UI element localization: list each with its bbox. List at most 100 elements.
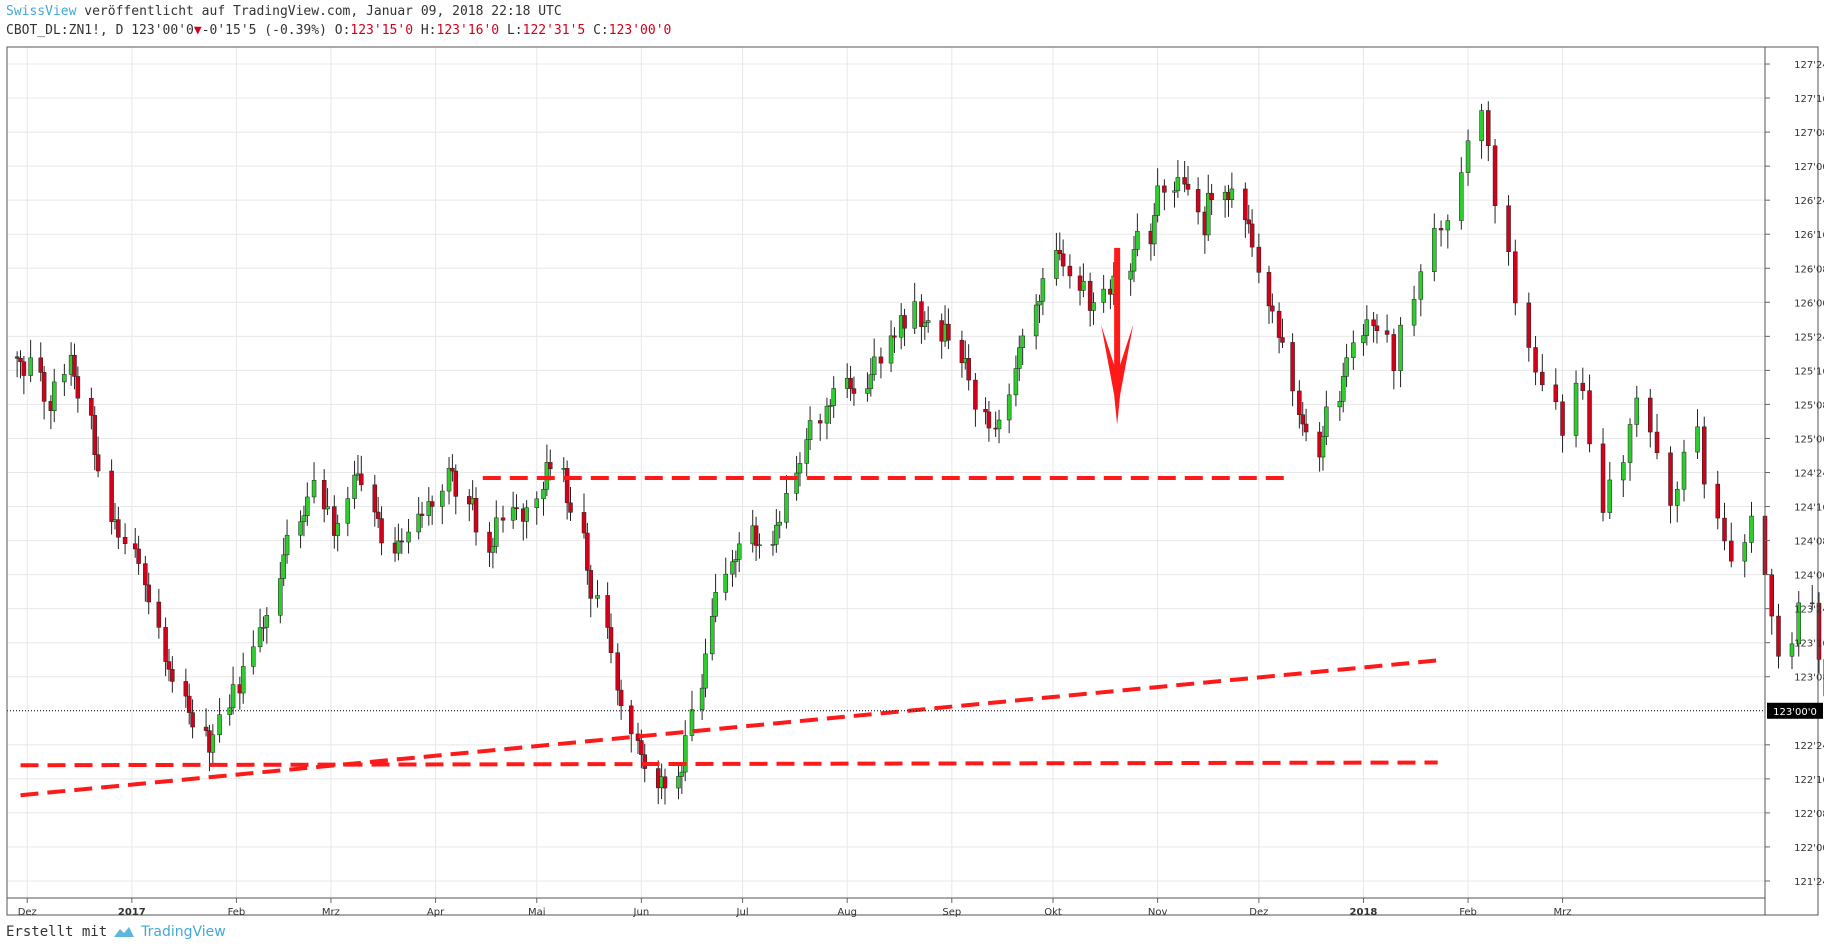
candle-down: [1560, 401, 1565, 436]
candle-up: [335, 523, 340, 536]
time-axis: Dez 2017 Feb Mrz Apr Mai Jun Jul Aug Sep Okt Nov Dez…: [18, 898, 1572, 918]
tradingview-logo-text[interactable]: TradingView: [141, 924, 226, 940]
candle-down: [1182, 177, 1187, 185]
candle-down: [1729, 540, 1734, 562]
candle-down: [132, 543, 138, 550]
candle-down: [1374, 325, 1380, 331]
candle-down: [851, 388, 857, 394]
candle-down: [203, 726, 209, 731]
candle-up: [774, 524, 779, 545]
x-tick-label: Dez: [18, 907, 37, 918]
candle-up: [868, 374, 874, 389]
candle-down: [1600, 443, 1606, 513]
candle-up: [1172, 190, 1177, 193]
candle-down: [817, 420, 823, 424]
x-tick-label: Feb: [1459, 907, 1477, 918]
candle-up: [1017, 347, 1022, 369]
candle-up: [261, 627, 266, 629]
candle-up: [230, 684, 236, 709]
close-label: C:: [593, 23, 609, 38]
candle-down: [1654, 431, 1660, 454]
candle-down: [1540, 371, 1545, 386]
y-tick-label: 123'16'0: [1794, 639, 1824, 650]
candle-up: [777, 521, 782, 526]
y-tick-label: 125'24'0: [1794, 332, 1824, 343]
candle-down: [1769, 574, 1774, 617]
candle-down: [1185, 183, 1191, 190]
publisher-name[interactable]: SwissView: [6, 4, 77, 19]
x-tick-label: Apr: [427, 907, 445, 918]
candle-down: [588, 570, 594, 599]
y-tick-label: 126'16'0: [1794, 230, 1824, 241]
candle-down: [453, 470, 459, 497]
candle-up: [682, 735, 688, 773]
candle-down: [379, 518, 384, 544]
open-label: O:: [334, 23, 351, 38]
candle-down: [109, 470, 114, 522]
candle-down: [1303, 423, 1309, 433]
candle-down: [429, 501, 435, 507]
dashed-trend-line: [20, 760, 1438, 768]
candle-down: [564, 468, 570, 504]
y-tick-label: 122'16'0: [1794, 775, 1824, 786]
candle-down: [143, 563, 148, 586]
candle-up: [396, 540, 401, 554]
candle-down: [639, 740, 644, 755]
candle-down: [21, 361, 27, 376]
y-tick-label: 126'00'0: [1794, 298, 1824, 309]
candle-up: [1091, 302, 1096, 311]
candle-down: [332, 506, 337, 536]
candle-up: [797, 463, 803, 474]
ohlc-legend: CBOT_DL:ZN1!, D 123'00'0▼-0'15'5 (-0.39%…: [6, 23, 671, 38]
candle-up: [1320, 436, 1326, 458]
candle-up: [534, 498, 540, 508]
footer: Erstellt mit TradingView: [6, 924, 226, 940]
candle-down: [1280, 337, 1285, 343]
candle-down: [1486, 110, 1491, 147]
candle-up: [676, 776, 681, 789]
y-tick-label: 126'24'0: [1794, 196, 1824, 207]
candle-up: [1398, 324, 1403, 371]
candle-up: [1627, 424, 1633, 463]
candle-up: [298, 521, 303, 536]
candle-up: [1081, 280, 1086, 291]
candle-down: [1553, 384, 1559, 403]
x-tick-label: Okt: [1044, 907, 1062, 918]
candle-down: [585, 532, 590, 571]
candle-down: [419, 513, 425, 516]
candle-down: [18, 357, 23, 363]
y-tick-label: 123'24'0: [1794, 605, 1824, 616]
candle-down: [753, 525, 759, 546]
candle-up: [689, 709, 695, 736]
candle-up: [28, 357, 33, 376]
candle-up: [703, 653, 708, 689]
candle-up: [264, 615, 270, 628]
candle-up: [240, 666, 246, 694]
candle-down: [1243, 188, 1248, 221]
candle-up: [278, 578, 283, 616]
candle-up: [794, 472, 799, 494]
candle-down: [38, 357, 43, 373]
candle-down: [41, 372, 47, 402]
candle-up: [1337, 401, 1343, 408]
candle-down: [116, 519, 121, 538]
candle-up: [494, 517, 499, 547]
candle-down: [1526, 302, 1532, 348]
candle-down: [892, 335, 897, 338]
x-tick-label: Feb: [228, 907, 246, 918]
candle-up: [51, 381, 57, 411]
candle-down: [1438, 228, 1444, 231]
candle-up: [1101, 288, 1106, 303]
x-tick-label: Dez: [1249, 907, 1268, 918]
x-tick-label: Aug: [837, 907, 857, 918]
candle-down: [122, 537, 128, 544]
candle-down: [986, 411, 992, 429]
candle-up: [1033, 304, 1039, 337]
candle-down: [166, 661, 172, 670]
candle-down: [973, 379, 978, 410]
candle-down: [1506, 205, 1511, 252]
candle-down: [372, 484, 378, 513]
y-tick-label: 122'08'0: [1794, 809, 1824, 820]
candle-down: [919, 301, 924, 327]
